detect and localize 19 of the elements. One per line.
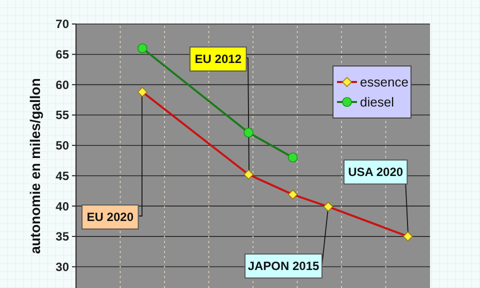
y-tick-label: 65: [56, 48, 70, 62]
y-tick-label: 50: [56, 138, 70, 153]
point: [288, 152, 298, 162]
annotation: JAPON 2015: [248, 259, 320, 273]
y-tick-label: 60: [56, 78, 70, 92]
y-tick-label: 70: [56, 17, 70, 32]
y-axis-title: autonomie en miles/gallon: [27, 78, 43, 254]
annotation: USA 2020: [348, 165, 404, 179]
point: [137, 43, 148, 54]
legend-label: diesel: [360, 94, 394, 110]
annotation: EU 2020: [86, 210, 134, 224]
y-tick-label: 30: [56, 260, 70, 274]
y-tick-label: 40: [56, 199, 70, 214]
y-tick-label: 55: [56, 108, 70, 122]
annotation: EU 2012: [194, 52, 242, 66]
legend-label: essence: [360, 74, 408, 90]
y-tick-label: 45: [56, 168, 70, 183]
y-tick-label: 35: [56, 230, 70, 244]
point: [244, 128, 254, 138]
